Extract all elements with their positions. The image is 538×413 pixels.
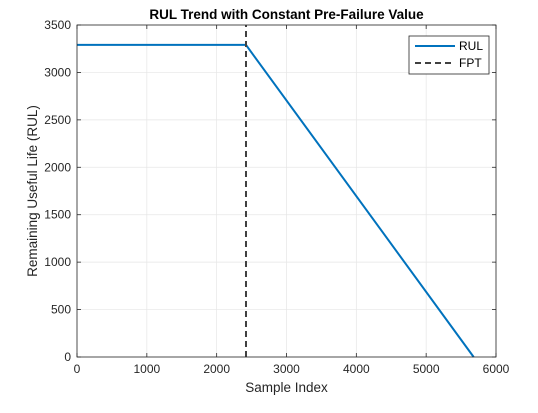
legend: RUL FPT <box>409 36 489 74</box>
x-tick-label: 4000 <box>343 362 370 376</box>
y-tick-label: 2500 <box>44 113 71 127</box>
y-tick-label: 0 <box>64 350 71 364</box>
x-axis-label: Sample Index <box>245 380 328 395</box>
x-tick-label: 3000 <box>273 362 300 376</box>
x-tick-label: 1000 <box>133 362 160 376</box>
x-tick-label: 6000 <box>483 362 510 376</box>
y-tick-label: 500 <box>51 303 71 317</box>
y-tick-label: 1500 <box>44 208 71 222</box>
x-tick-label: 2000 <box>203 362 230 376</box>
legend-label-rul: RUL <box>459 39 483 53</box>
y-tick-label: 2000 <box>44 160 71 174</box>
x-tick-label: 0 <box>74 362 81 376</box>
chart-title: RUL Trend with Constant Pre-Failure Valu… <box>149 7 424 22</box>
y-tick-label: 3500 <box>44 18 71 32</box>
y-axis-label: Remaining Useful Life (RUL) <box>25 105 40 277</box>
y-tick-label: 1000 <box>44 255 71 269</box>
y-tick-labels: 0 500 1000 1500 2000 2500 3000 3500 <box>44 18 71 364</box>
x-tick-labels: 0 1000 2000 3000 4000 5000 6000 <box>74 362 510 376</box>
y-tick-label: 3000 <box>44 65 71 79</box>
legend-label-fpt: FPT <box>459 56 482 70</box>
x-tick-label: 5000 <box>413 362 440 376</box>
